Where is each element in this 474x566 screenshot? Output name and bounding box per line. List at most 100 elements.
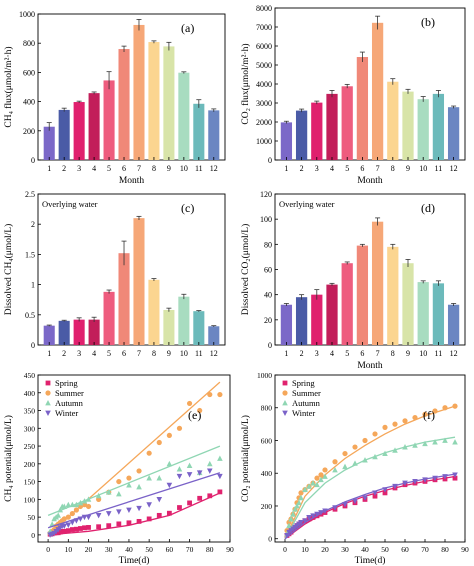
panel-e-point-autumn-5 — [57, 507, 64, 513]
panel-a-xtick-label-1: 1 — [47, 164, 51, 173]
panel-b-ylabel: CO₂ flux(μmol/m²·h) — [240, 43, 251, 124]
panel-f-point-autumn-12 — [318, 476, 324, 483]
panel-e-point-winter-9 — [69, 520, 76, 526]
panel-f-point-summer-19 — [382, 424, 388, 430]
panel-f-legend-label-spring: Spring — [292, 378, 315, 388]
panel-f-point-autumn-20 — [392, 447, 398, 453]
panel-c-frame — [37, 193, 226, 346]
panel-e-legend-label-summer: Summer — [55, 388, 84, 398]
panel-a-bar-5 — [103, 80, 115, 160]
panel-f-point-autumn-14 — [332, 466, 338, 473]
panel-e-xtick-label-5: 50 — [145, 545, 153, 554]
panel-e-ytick-label-5: 250 — [24, 442, 36, 451]
panel-f-legend-marker-autumn — [282, 400, 288, 406]
panel-f-point-autumn-2 — [288, 516, 294, 522]
panel-e-point-winter-26 — [217, 473, 223, 480]
panel-c-xtick-label-6: 6 — [122, 349, 126, 358]
panel-e-legend-marker-autumn — [45, 400, 51, 406]
panel-c-bar-8 — [148, 279, 160, 345]
panel-c-ytick-label-3: 1.5 — [25, 250, 35, 259]
panel-d-xtick-label-3: 3 — [315, 349, 319, 358]
panel-d-xtick-label-12: 12 — [450, 349, 458, 358]
panel-e-point-summer-10 — [73, 507, 79, 513]
panel-f-ytick-label-4: 800 — [261, 404, 273, 413]
panel-a-bar-8 — [148, 42, 160, 161]
panel-b-xlabel: Month — [357, 176, 383, 186]
panel-c-ytick-label-1: 0.5 — [25, 311, 35, 320]
panel-b-bar-10 — [417, 99, 429, 160]
panel-e-point-autumn-7 — [61, 503, 68, 509]
panel-b-ytick-label-6: 6000 — [256, 42, 272, 51]
panel-b-xtick-label-10: 10 — [419, 164, 427, 173]
panel-e-point-winter-12 — [81, 514, 88, 521]
panel-e-point-autumn-8 — [65, 501, 72, 508]
panel-e-point-winter-16 — [116, 509, 122, 515]
panel-c-xtick-label-10: 10 — [180, 349, 188, 358]
panel-e-point-summer-24 — [197, 407, 203, 414]
panel-b-bar-6 — [356, 57, 369, 160]
panel-f-point-winter-24 — [432, 475, 438, 482]
panel-f-point-autumn-6 — [296, 499, 302, 506]
panel-a-xtick-label-9: 9 — [167, 164, 171, 173]
panel-e-point-spring-21 — [166, 510, 172, 516]
panel-a-ytick-label-0: 0 — [31, 156, 35, 165]
panel-f-point-summer-7 — [298, 490, 304, 496]
panel-e-point-autumn-21 — [166, 460, 173, 467]
panel-f-point-summer-17 — [362, 437, 368, 444]
panel-d-bar-8 — [387, 246, 399, 345]
panel-b-xtick-label-4: 4 — [330, 164, 334, 173]
panel-a-ytick-label-2: 400 — [23, 98, 35, 107]
panel-e-point-winter-8 — [65, 522, 72, 528]
panel-c-annotation: Overlying water — [42, 199, 98, 209]
panel-e-point-autumn-11 — [77, 499, 84, 506]
panel-a-bar-4 — [88, 93, 100, 160]
panel-d-xtick-label-9: 9 — [406, 349, 410, 358]
panel-e-ytick-label-1: 50 — [28, 513, 36, 522]
panel-c-xtick-label-8: 8 — [152, 349, 156, 358]
panel-e-legend-marker-spring — [45, 380, 51, 386]
panel-f-point-autumn-26 — [452, 439, 458, 445]
panel-e-legend-marker-winter — [45, 410, 51, 416]
panel-e-point-winter-23 — [186, 472, 193, 478]
panel-e-point-autumn-20 — [156, 475, 163, 481]
panel-e-point-summer-8 — [65, 514, 71, 520]
panel-e-point-summer-17 — [126, 475, 132, 481]
panel-e-ylabel: CH₄ potential(μmol/L) — [3, 415, 14, 502]
panel-d-xtick-label-11: 11 — [435, 349, 443, 358]
panel-e-legend-label-spring: Spring — [55, 378, 78, 388]
panel-e-point-winter-18 — [136, 505, 142, 512]
panel-d-bar-4 — [326, 284, 338, 345]
panel-c-xtick-label-11: 11 — [195, 349, 203, 358]
panel-f-point-autumn-21 — [402, 444, 408, 450]
panel-b-bar-1 — [280, 122, 293, 160]
panel-e-point-spring-22 — [177, 505, 182, 510]
panel-e-point-spring-23 — [187, 500, 192, 506]
panel-d-ytick-label-2: 40 — [264, 291, 272, 300]
panel-d-bar-9 — [402, 263, 414, 345]
panel-a-xtick-label-3: 3 — [77, 164, 81, 173]
panel-c-xtick-label-2: 2 — [62, 349, 66, 358]
panel-e-point-summer-25 — [207, 391, 213, 398]
panel-e-point-winter-19 — [146, 502, 152, 508]
panel-f-ylabel: CO₂ potential(μmol/L) — [240, 415, 251, 502]
panel-f-point-winter-26 — [452, 472, 458, 478]
panel-b-xtick-label-11: 11 — [435, 164, 443, 173]
panel-f-point-autumn-18 — [372, 453, 378, 460]
panel-e-point-spring-17 — [126, 520, 132, 526]
panel-c-bar-3 — [73, 319, 85, 345]
panel-b-ytick-label-5: 5000 — [256, 61, 272, 70]
panel-d-ytick-label-5: 100 — [260, 215, 272, 224]
panel-e-point-autumn-14 — [95, 492, 102, 499]
panel-e-point-autumn-12 — [81, 498, 88, 504]
panel-e-point-winter-17 — [126, 507, 132, 514]
panel-f-point-autumn-5 — [294, 502, 300, 509]
panel-e-legend-label-winter: Winter — [55, 408, 78, 418]
panel-f-xtick-label-9: 90 — [461, 545, 469, 554]
panel-e-point-spring-15 — [106, 523, 112, 529]
panel-f-point-spring-26 — [452, 475, 458, 481]
panel-f-point-autumn-17 — [362, 457, 368, 463]
panel-a-label: (a) — [181, 21, 194, 35]
panel-e-point-autumn-25 — [206, 460, 213, 467]
panel-f-point-summer-11 — [314, 475, 320, 481]
panel-b-ytick-label-0: 0 — [268, 156, 272, 165]
